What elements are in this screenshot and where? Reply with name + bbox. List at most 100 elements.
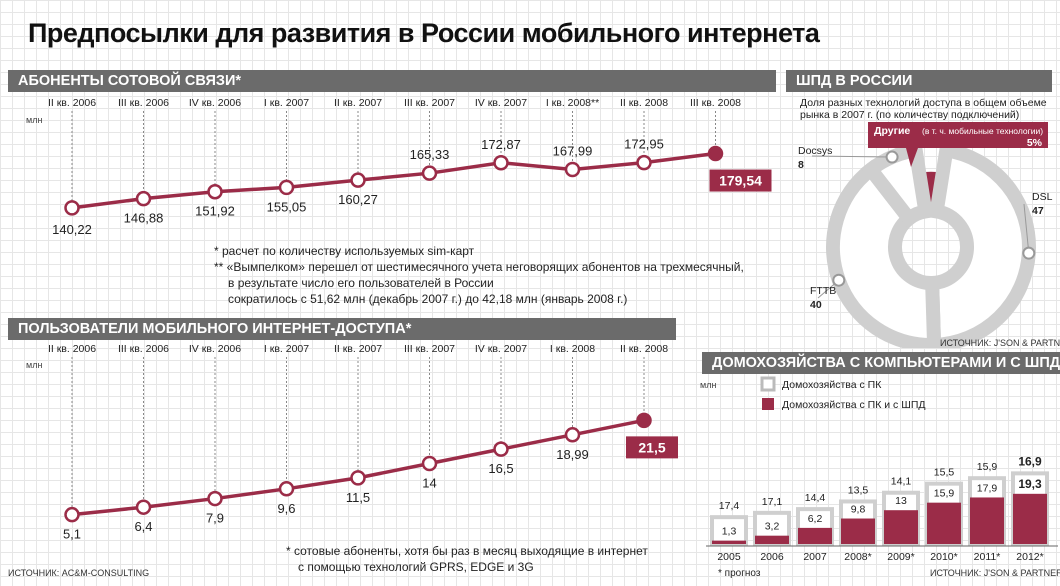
pie-slice-value: 47 [1032, 205, 1044, 217]
last-value-badge [709, 169, 772, 192]
data-label: 6,2 [808, 513, 823, 525]
x-tick-label: I кв. 2008** [546, 97, 599, 109]
x-tick-label: IV кв. 2006 [189, 343, 241, 355]
pie-label-pointer [906, 148, 918, 167]
data-label: 19,3 [1018, 477, 1042, 491]
data-point [493, 441, 509, 457]
pie-label-name: Другие [874, 125, 910, 137]
data-point [278, 481, 295, 497]
households-bar-chart: млн Домохозяйства с ПК Домохозяйства с ПК … [700, 376, 1058, 563]
bar-broadband [1013, 493, 1047, 544]
bar-pc [710, 515, 748, 546]
x-tick-label: 2011* [974, 551, 1001, 563]
data-point [636, 154, 652, 171]
data-label: 21,5 [638, 439, 665, 455]
x-tick-label: III кв. 2007 [404, 343, 455, 355]
subs-note-4: сократилось с 51,62 млн (декабрь 2007 г.… [228, 292, 628, 306]
subs-note-1: * расчет по количеству используемых sim-… [214, 244, 475, 258]
x-tick-label: II кв. 2008 [620, 343, 668, 355]
x-tick-label: 2007 [803, 551, 827, 563]
x-tick-label: IV кв. 2007 [475, 343, 527, 355]
data-label: 165,33 [410, 147, 450, 162]
data-label: 5,1 [63, 527, 81, 542]
forecast-note: * прогноз [718, 568, 761, 579]
pie-marker [832, 273, 846, 287]
data-label: 13 [895, 495, 907, 507]
x-tick-label: 2010* [930, 551, 957, 563]
data-point [64, 506, 80, 523]
y-unit-label: млн [26, 360, 42, 370]
data-label: 14,4 [805, 492, 826, 504]
internet-users-line-chart: млн II кв. 2006 III кв. 2006 IV кв. 2006 I к… [26, 343, 678, 542]
pie-slice-value: 40 [810, 299, 822, 311]
data-point [493, 155, 509, 171]
source-left: ИСТОЧНИК: AC&M-CONSULTING [8, 568, 150, 578]
pie-label-value: 5% [1027, 137, 1043, 149]
data-label: 9,8 [851, 504, 866, 516]
data-label: 11,5 [346, 490, 370, 505]
series-line [71, 151, 716, 210]
x-tick-label: II кв. 2008 [620, 97, 668, 109]
pie-subtitle-1: Доля разных технологий доступа в общем о… [800, 97, 1047, 109]
source-pie: ИСТОЧНИК: J'SON & PARTNERS [940, 338, 1060, 348]
data-point [421, 455, 438, 472]
pie-slice-value: 8 [798, 159, 804, 171]
x-tick-label: 2006 [760, 551, 784, 563]
x-tick-label: 2009* [887, 551, 914, 563]
data-label: 1,3 [722, 526, 737, 538]
legend-label-pc: Домохозяйства с ПК [782, 379, 882, 391]
households-header: ДОМОХОЗЯЙСТВА С КОМПЬЮТЕРАМИ И С ШПД [702, 352, 1060, 374]
x-tick-label: 2012* [1016, 551, 1043, 563]
broadband-header: ШПД В РОССИИ [786, 70, 923, 92]
data-point [207, 490, 223, 507]
data-label: 13,5 [848, 484, 869, 496]
pie-slice-name: DSL [1032, 191, 1053, 203]
pie-slice [826, 159, 942, 348]
data-label: 16,9 [1018, 454, 1042, 468]
data-point [421, 165, 438, 181]
data-point [207, 183, 223, 200]
source-households: ИСТОЧНИК: J'SON & PARTNERS [930, 568, 1060, 578]
data-point [278, 179, 295, 196]
data-label: 140,22 [52, 222, 92, 237]
bar-broadband [927, 502, 961, 544]
data-point [350, 172, 366, 188]
x-tick-label: II кв. 2007 [334, 97, 382, 109]
data-point [64, 200, 80, 216]
data-label: 17,4 [719, 500, 740, 512]
data-label: 17,9 [977, 482, 998, 494]
data-label: 15,9 [977, 461, 998, 473]
pie-subtitle-2: рынка в 2007 г. (по количеству подключен… [800, 109, 1019, 121]
x-tick-label: I кв. 2008 [550, 343, 595, 355]
users-note-2: с помощью технологий GPRS, EDGE и 3G [298, 560, 534, 574]
data-label: 172,95 [624, 137, 664, 152]
pie-slice [924, 142, 1036, 348]
x-tick-label: 2008* [844, 551, 871, 563]
data-label: 151,92 [195, 204, 235, 219]
data-point [135, 190, 152, 207]
pie-label-box [868, 122, 1048, 148]
x-tick-label: II кв. 2007 [334, 343, 382, 355]
data-label: 179,54 [719, 173, 762, 189]
data-label: 14 [422, 476, 436, 491]
subscribers-header: АБОНЕНТЫ СОТОВОЙ СВЯЗИ* [8, 70, 252, 92]
bar-broadband [841, 518, 875, 544]
pie-slice-name: FTTB [810, 285, 836, 297]
data-label: 16,5 [488, 461, 513, 476]
subs-note-3: в результате число его пользователей в Р… [228, 276, 494, 290]
x-tick-label: I кв. 2007 [264, 343, 309, 355]
x-tick-label: II кв. 2006 [48, 343, 96, 355]
bar-broadband [798, 527, 832, 544]
data-label: 15,5 [934, 467, 955, 479]
subs-note-2: ** «Вымпелком» перешел от шестимесячного… [214, 260, 744, 274]
data-point [135, 499, 152, 515]
pie-leader-line [1023, 203, 1030, 254]
pie-label-note: (в т. ч. мобильные технологии) [922, 126, 1043, 136]
data-point [707, 145, 724, 162]
x-tick-label: III кв. 2007 [404, 97, 455, 109]
users-header: ПОЛЬЗОВАТЕЛИ МОБИЛЬНОГО ИНТЕРНЕТ-ДОСТУПА… [8, 318, 422, 340]
pie-leader-line [811, 155, 893, 158]
data-point [636, 412, 652, 429]
data-label: 155,05 [267, 199, 307, 214]
legend-swatch-pc [760, 376, 776, 392]
